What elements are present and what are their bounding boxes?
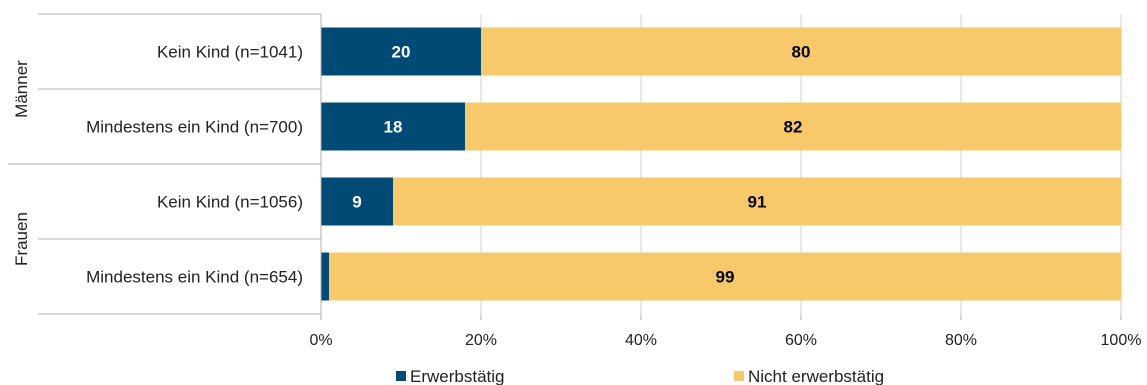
bar-erwerbstaetig [321, 102, 465, 151]
x-tick-label: 0% [309, 332, 332, 349]
legend: Erwerbstätig Nicht erwerbstätig [396, 367, 884, 385]
data-label: 20 [392, 43, 411, 62]
x-tick-label: 40% [625, 332, 657, 349]
category-labels: Kein Kind (n=1041) Mindestens ein Kind (n… [86, 43, 303, 287]
legend-label: Nicht erwerbstätig [748, 367, 884, 385]
category-label: Mindestens ein Kind (n=654) [86, 268, 303, 287]
data-label: 80 [792, 43, 811, 62]
group-labels: Männer Frauen [12, 60, 31, 266]
bars: 20801882991199 [321, 27, 1121, 301]
bar-nicht-erwerbstaetig [393, 177, 1121, 226]
group-label: Frauen [12, 212, 31, 266]
data-label: 82 [784, 118, 803, 137]
data-label: 91 [748, 193, 767, 212]
x-tick-label: 20% [465, 332, 497, 349]
data-label: 99 [716, 268, 735, 287]
x-tick-label: 60% [785, 332, 817, 349]
x-tick-label: 100% [1101, 332, 1142, 349]
bar-nicht-erwerbstaetig [329, 252, 1121, 301]
bar-nicht-erwerbstaetig [481, 27, 1121, 76]
category-label: Kein Kind (n=1041) [157, 43, 303, 62]
category-label: Mindestens ein Kind (n=700) [86, 118, 303, 137]
x-tick-labels: 0% 20% 40% 60% 80% 100% [309, 332, 1141, 349]
axes [8, 13, 1122, 320]
legend-label: Erwerbstätig [410, 367, 504, 385]
category-label: Kein Kind (n=1056) [157, 193, 303, 212]
bar-erwerbstaetig [321, 252, 329, 301]
data-label: 18 [384, 118, 403, 137]
bar-nicht-erwerbstaetig [465, 102, 1121, 151]
data-label: 9 [352, 193, 361, 212]
group-label: Männer [12, 60, 31, 118]
bar-erwerbstaetig [321, 177, 393, 226]
x-tick-label: 80% [945, 332, 977, 349]
legend-swatch [734, 371, 744, 381]
bar-erwerbstaetig [321, 27, 481, 76]
legend-swatch [396, 371, 406, 381]
